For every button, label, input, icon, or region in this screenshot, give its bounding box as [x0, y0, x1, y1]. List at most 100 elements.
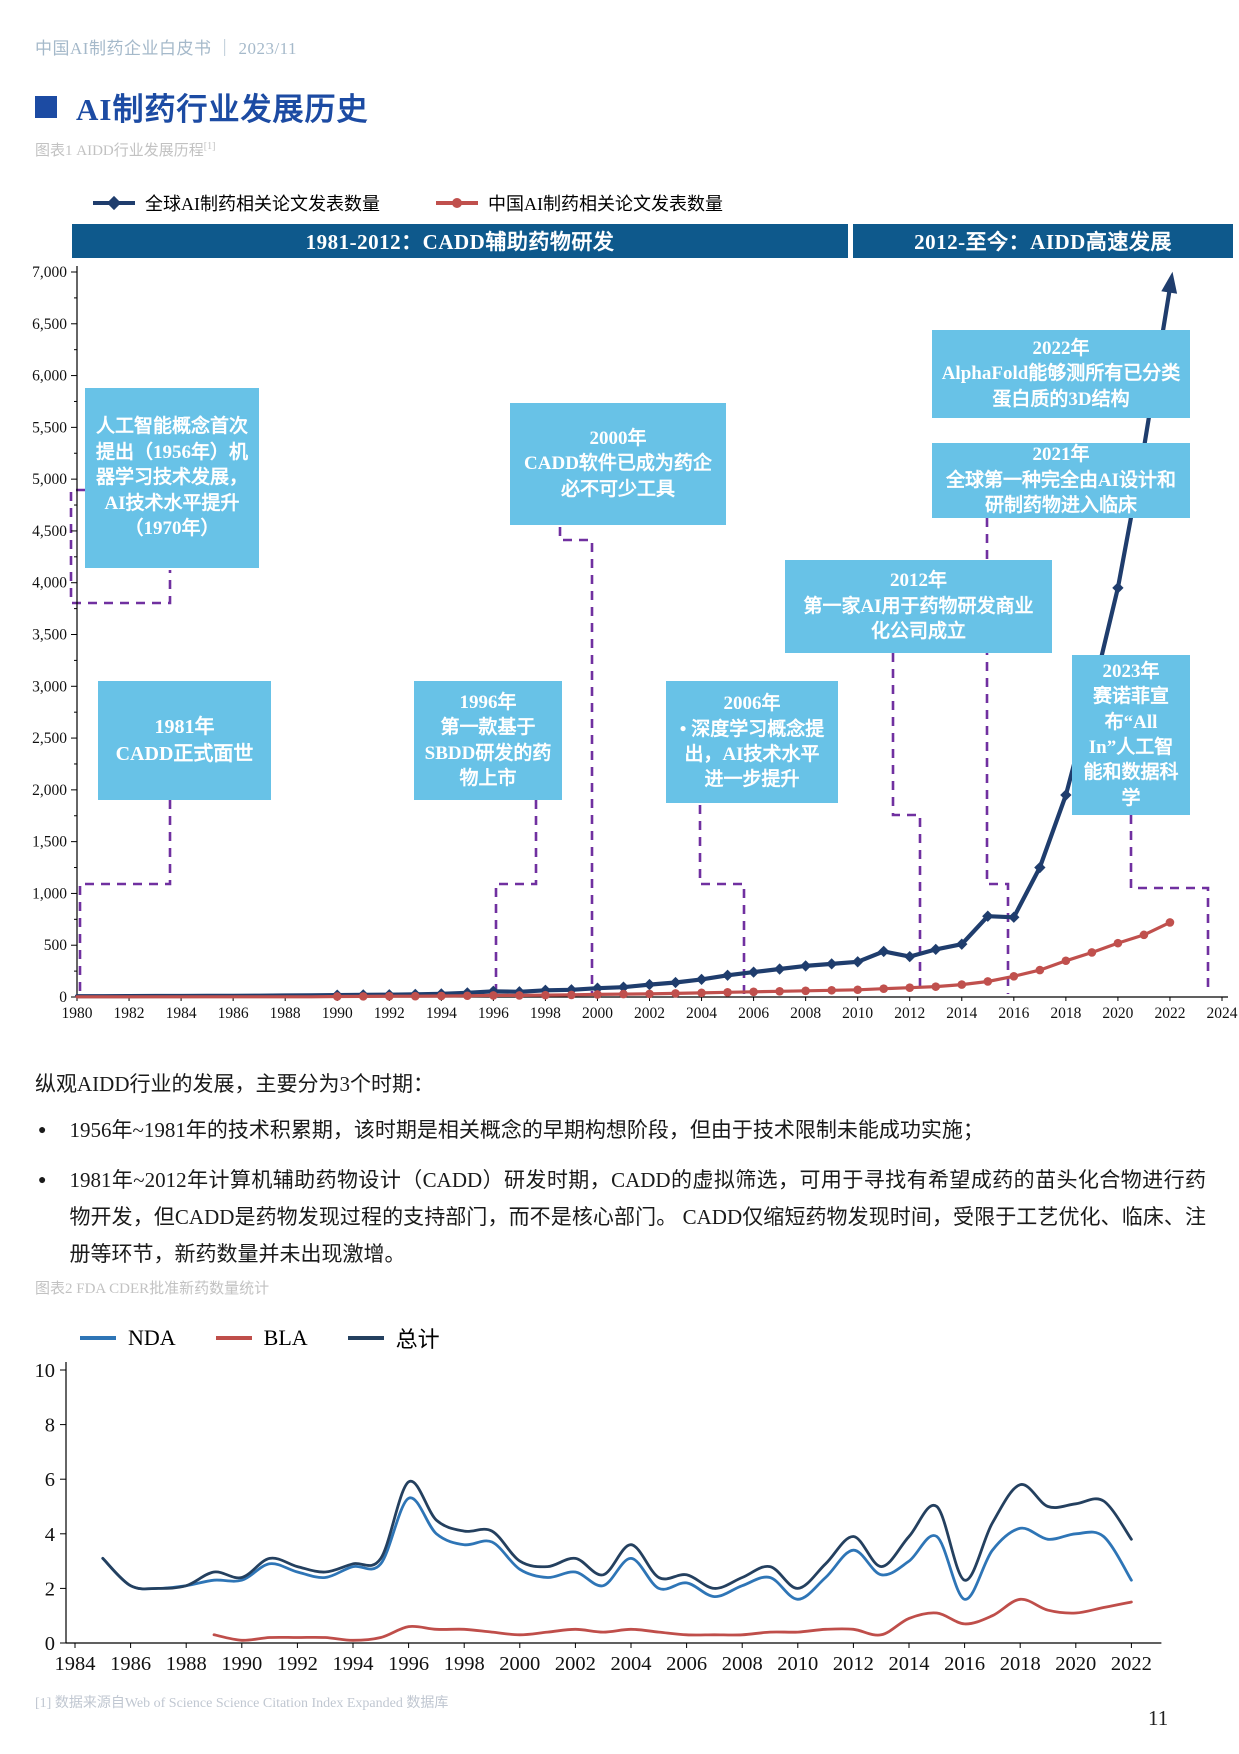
svg-text:1994: 1994: [333, 1653, 374, 1675]
svg-text:1,500: 1,500: [32, 834, 67, 851]
legend-item-global: 全球AI制药相关论文发表数量: [93, 190, 380, 216]
svg-text:2024: 2024: [1207, 1005, 1238, 1022]
svg-text:1988: 1988: [166, 1653, 207, 1675]
milestone-year: 2023年: [1102, 660, 1160, 682]
svg-text:2012: 2012: [833, 1653, 874, 1675]
svg-text:500: 500: [44, 937, 68, 954]
svg-text:0: 0: [45, 1633, 55, 1655]
svg-text:1990: 1990: [322, 1005, 353, 1022]
svg-text:2002: 2002: [555, 1653, 596, 1675]
milestone-year: 2012年: [889, 570, 947, 592]
svg-text:3,000: 3,000: [32, 678, 67, 695]
figure2-legend: NDA BLA 总计: [80, 1322, 440, 1354]
svg-text:4,500: 4,500: [32, 523, 67, 540]
legend-label-china: 中国AI制药相关论文发表数量: [488, 194, 723, 214]
bullet-item-2: ● 1981年~2012年计算机辅助药物设计（CADD）研发时期，CADD的虚拟…: [38, 1162, 1206, 1273]
svg-text:2004: 2004: [686, 1005, 717, 1022]
milestone-body: CADD正式面世: [115, 742, 254, 765]
svg-text:2010: 2010: [777, 1653, 818, 1675]
milestone-body: 第一款基于SBDD研发的药物上市: [424, 717, 552, 789]
title-bullet-square-icon: [35, 95, 57, 118]
milestone-year: 2000年: [589, 427, 647, 449]
svg-text:2008: 2008: [790, 1005, 821, 1022]
svg-text:2002: 2002: [634, 1005, 665, 1022]
body-lead-paragraph: 纵观AIDD行业的发展，主要分为3个时期：: [35, 1072, 434, 1096]
svg-text:3,500: 3,500: [32, 627, 67, 644]
milestone-2022-box: 2022年 AlphaFold能够测所有已分类蛋白质的3D结构: [932, 330, 1190, 418]
svg-text:2000: 2000: [499, 1653, 540, 1675]
figure1-legend: 全球AI制药相关论文发表数量 中国AI制药相关论文发表数量: [93, 190, 723, 216]
legend-item-nda: NDA: [80, 1325, 176, 1351]
svg-text:5,000: 5,000: [32, 471, 67, 488]
milestone-body: 第一家AI用于药物研发商业化公司成立: [803, 595, 1034, 643]
svg-text:2010: 2010: [842, 1005, 873, 1022]
legend-label-global: 全球AI制药相关论文发表数量: [145, 194, 380, 214]
milestone-2006-box: 2006年 • 深度学习概念提出，AI技术水平进一步提升: [666, 681, 838, 803]
total-series-line-icon: [347, 1336, 384, 1340]
svg-text:1990: 1990: [221, 1653, 262, 1675]
svg-text:6: 6: [45, 1469, 55, 1491]
legend-label-bla: BLA: [263, 1325, 308, 1350]
svg-text:5,500: 5,500: [32, 419, 67, 436]
bla-series-line-icon: [215, 1336, 252, 1340]
milestone-2023-box: 2023年 赛诺菲宣布“All In”人工智能和数据科学: [1072, 655, 1190, 815]
svg-text:1996: 1996: [388, 1653, 429, 1675]
svg-text:1998: 1998: [444, 1653, 485, 1675]
legend-label-total: 总计: [395, 1327, 440, 1352]
svg-text:1994: 1994: [426, 1005, 457, 1022]
svg-text:6,500: 6,500: [32, 316, 67, 333]
milestone-1956-box: 人工智能概念首次提出（1956年）机器学习技术发展，AI技术水平提升（1970年…: [85, 388, 259, 568]
milestone-body: AlphaFold能够测所有已分类蛋白质的3D结构: [941, 363, 1181, 410]
svg-text:2020: 2020: [1102, 1005, 1133, 1022]
milestone-body: 人工智能概念首次提出（1956年）机器学习技术发展，AI技术水平提升（1970年…: [95, 416, 248, 540]
milestone-1981-box: 1981年 CADD正式面世: [98, 681, 271, 800]
milestone-year: 1996年: [459, 691, 517, 713]
svg-text:1992: 1992: [277, 1653, 318, 1675]
svg-text:2016: 2016: [944, 1653, 985, 1675]
milestone-body: 赛诺菲宣布“All In”人工智能和数据科学: [1083, 686, 1179, 809]
section-title-row: AI制药行业发展历史: [35, 84, 368, 129]
svg-text:1984: 1984: [166, 1005, 197, 1022]
milestone-1996-box: 1996年 第一款基于SBDD研发的药物上市: [414, 681, 562, 800]
svg-text:1982: 1982: [114, 1005, 145, 1022]
svg-text:2,500: 2,500: [32, 730, 67, 747]
svg-text:1,000: 1,000: [32, 885, 67, 902]
legend-label-nda: NDA: [128, 1325, 176, 1350]
svg-text:2014: 2014: [946, 1005, 977, 1022]
page-title: AI制药行业发展历史: [76, 92, 369, 127]
bullet-dot-icon: ●: [38, 1173, 47, 1188]
footnote: [1] 数据来源自Web of Science Science Citation…: [35, 1696, 449, 1711]
svg-text:2006: 2006: [738, 1005, 769, 1022]
figure1-caption-text: 图表1 AIDD行业发展历程: [35, 143, 204, 159]
svg-text:2008: 2008: [722, 1653, 763, 1675]
global-series-line-icon: [93, 195, 135, 210]
svg-text:1984: 1984: [55, 1653, 96, 1675]
bullet-dot-icon: ●: [38, 1123, 47, 1138]
milestone-2000-box: 2000年 CADD软件已成为药企必不可少工具: [510, 403, 726, 525]
svg-text:4,000: 4,000: [32, 575, 67, 592]
svg-text:2,000: 2,000: [32, 782, 67, 799]
figure2-chart: 0 2 4 6 8 10 1984 1986 1988 1990 1992 1994 1996 1998 2…: [35, 1360, 1162, 1675]
era-banner-aidd: 2012-至今：AIDD高速发展: [853, 224, 1233, 258]
diamond-marker-icon: [106, 195, 122, 210]
svg-text:1986: 1986: [218, 1005, 249, 1022]
svg-text:7,000: 7,000: [32, 264, 67, 281]
china-series-line-icon: [436, 197, 478, 208]
legend-item-total: 总计: [347, 1322, 440, 1354]
svg-text:2012: 2012: [894, 1005, 925, 1022]
milestone-year: 2022年: [1032, 337, 1090, 359]
svg-text:0: 0: [59, 989, 67, 1006]
bullet-item-1: ● 1956年~1981年的技术积累期，该时期是相关概念的早期构想阶段，但由于技…: [38, 1112, 1206, 1149]
legend-item-china: 中国AI制药相关论文发表数量: [436, 190, 723, 216]
milestone-year: 2021年: [1032, 444, 1090, 466]
svg-text:1992: 1992: [374, 1005, 405, 1022]
milestone-body: • 深度学习概念提出，AI技术水平进一步提升: [679, 718, 825, 791]
milestone-year: 2006年: [723, 693, 781, 715]
svg-text:2: 2: [45, 1578, 55, 1600]
nda-series-line-icon: [80, 1336, 116, 1340]
bullet-text: 1956年~1981年的技术积累期，该时期是相关概念的早期构想阶段，但由于技术限…: [69, 1118, 984, 1142]
era-banner-cadd: 1981-2012：CADD辅助药物研发: [72, 224, 848, 258]
svg-text:2020: 2020: [1055, 1653, 1096, 1675]
svg-text:10: 10: [35, 1360, 56, 1382]
